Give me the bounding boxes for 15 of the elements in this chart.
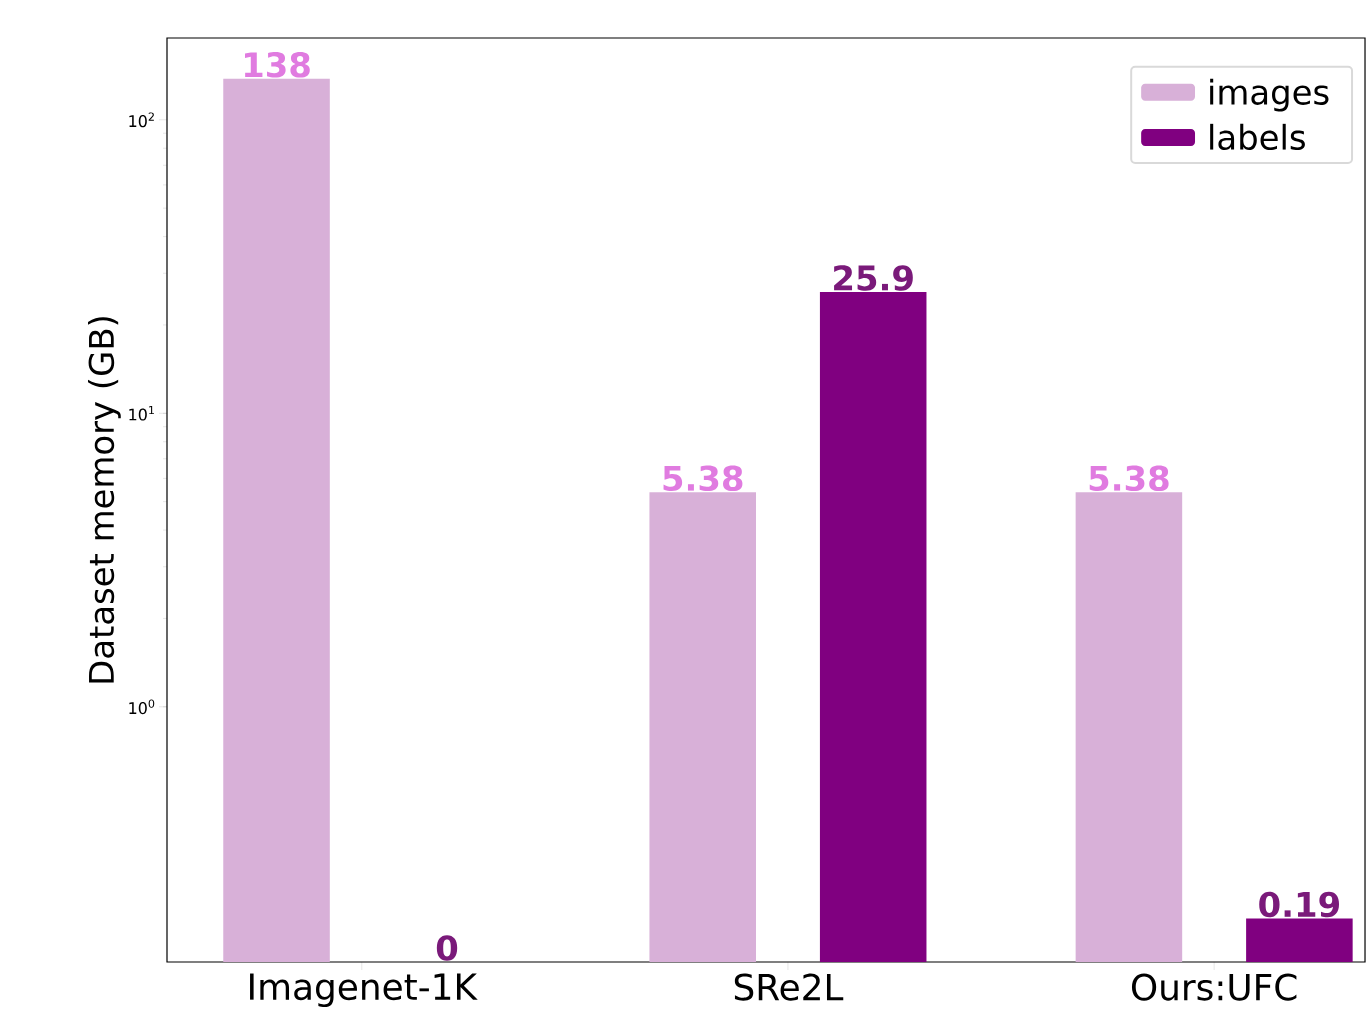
data-label: 5.38 bbox=[1089, 465, 1169, 492]
data-label: 25.9 bbox=[834, 265, 913, 291]
x-tick-label: Ours:UFC bbox=[1131, 973, 1297, 1001]
data-label: 0.19 bbox=[1259, 891, 1340, 918]
y-tick-label: 10$^{0}$ bbox=[129, 699, 155, 715]
y-axis-title: Dataset memory (GB) bbox=[88, 317, 121, 683]
y-tick-label: 10$^{1}$ bbox=[129, 405, 154, 421]
data-label: 138 bbox=[245, 51, 310, 78]
text: 0 bbox=[436, 935, 458, 961]
data-label: 5.38 bbox=[663, 465, 743, 492]
x-tick-label: Imagenet-1K bbox=[250, 973, 478, 1008]
legend-label: images bbox=[1210, 78, 1329, 112]
legend-label: labels bbox=[1210, 123, 1305, 151]
x-tick-label: SRe2L bbox=[734, 973, 844, 1001]
y-tick-label: 10$^{2}$ bbox=[129, 112, 154, 128]
